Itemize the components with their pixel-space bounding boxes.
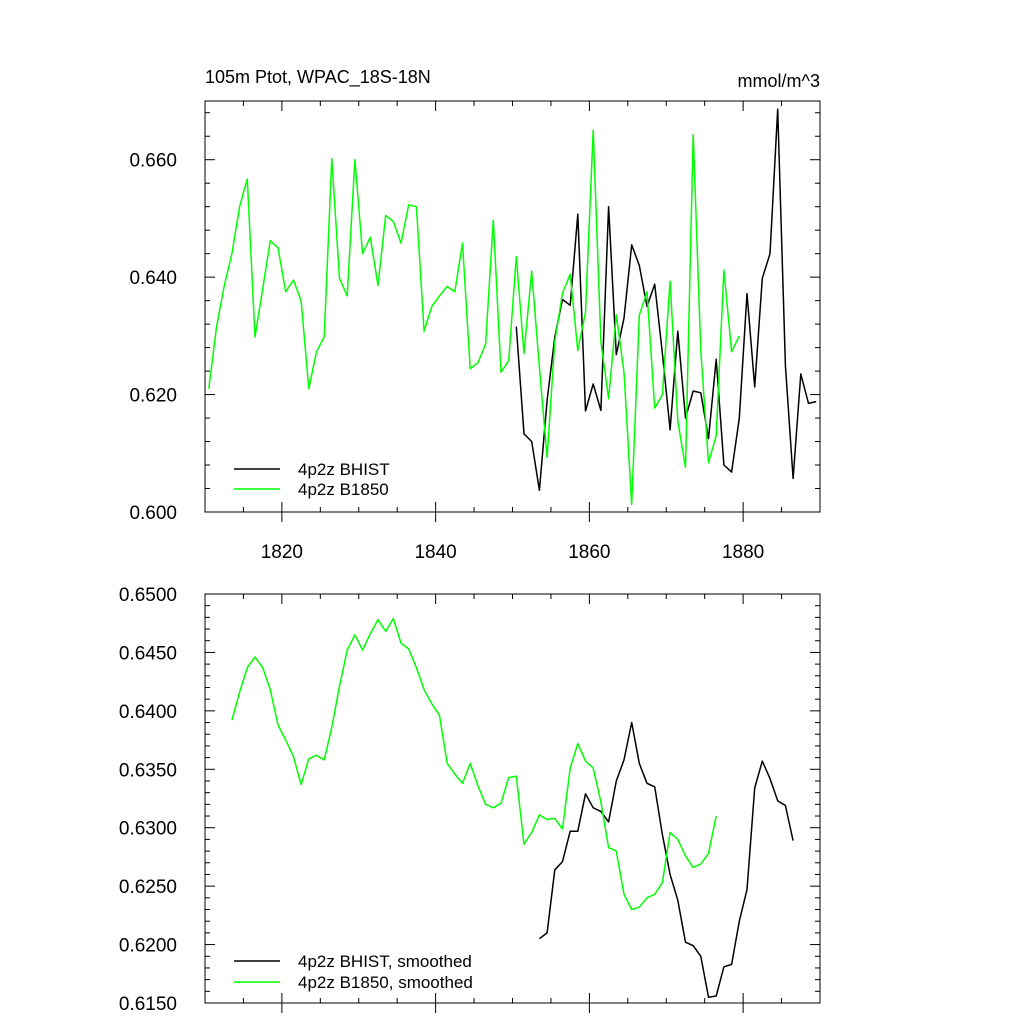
series-line-1 [231,617,717,911]
y-tick-label: 0.620 [129,386,177,407]
x-tick-label: 1880 [722,542,764,563]
series-line-1 [208,129,740,506]
top-panel-y-tick-labels: 0.600 0.620 0.640 0.660 [129,151,177,524]
bottom-panel-frame [204,593,821,1004]
y-tick-label: 0.6150 [119,994,177,1015]
bottom-panel-y-tick-labels: 0.6150 0.6200 0.6250 0.6300 0.6350 0.6400 0.64… [119,585,177,1015]
top-panel-title: 105m Ptot, WPAC_18S-18N [205,67,431,88]
legend-label: 4p2z B1850, smoothed [298,973,473,992]
y-tick-label: 0.660 [129,151,177,172]
top-panel-frame [204,100,821,513]
legend-label: 4p2z B1850 [298,480,389,499]
top-panel: 105m Ptot, WPAC_18S-18N mmol/m^3 0.6000.… [129,67,821,563]
y-tick-label: 0.600 [129,503,177,524]
y-tick-label: 0.6250 [119,877,177,898]
x-tick-label: 1840 [414,542,456,563]
series-line-0 [515,108,817,492]
y-tick-label: 0.6500 [119,585,177,606]
y-tick-label: 0.6200 [119,936,177,957]
bottom-panel-lines [231,617,794,998]
y-tick-label: 0.6450 [119,643,177,664]
top-panel-units: mmol/m^3 [738,71,820,91]
x-tick-label: 1820 [261,542,303,563]
y-tick-label: 0.6400 [119,702,177,723]
x-tick-label: 1860 [568,542,610,563]
y-tick-label: 0.640 [129,268,177,289]
top-panel-x-tick-labels: 1820 1840 1860 1880 [261,542,765,563]
bottom-panel-legend: 4p2z BHIST, smoothed 4p2z B1850, smoothed [234,952,473,992]
top-panel-lines [208,108,817,506]
y-tick-label: 0.6300 [119,819,177,840]
y-tick-label: 0.6350 [119,760,177,781]
legend-label: 4p2z BHIST [298,460,390,479]
bottom-panel: 0.6150 0.6200 0.6250 0.6300 0.6350 0.6400 0.64… [119,585,821,1015]
legend-label: 4p2z BHIST, smoothed [298,952,472,971]
